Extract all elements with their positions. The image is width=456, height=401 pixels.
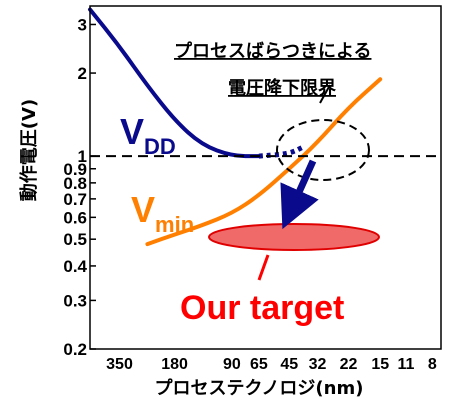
x-tick-label: 32 — [309, 356, 327, 373]
y-tick-label: 0.6 — [63, 208, 87, 227]
scaling-arrow — [280, 159, 319, 230]
y-tick-label: 0.5 — [63, 230, 87, 249]
series-line-1 — [258, 144, 305, 159]
target-leader — [257, 254, 270, 281]
variation-note-line2: 電圧降下限界 — [228, 77, 336, 99]
x-axis-title: プロセステクノロジ(nm) — [155, 377, 364, 399]
y-tick-label: 0.7 — [63, 190, 87, 209]
target-label: Our target — [180, 289, 344, 327]
y-axis-title: 動作電圧(V) — [18, 99, 40, 201]
plot-frame — [89, 5, 442, 350]
variation-note-line1: プロセスばらつきによる — [174, 40, 371, 62]
vdd-label: VDD — [120, 111, 176, 159]
x-tick-label: 8 — [428, 356, 437, 373]
series-line-0 — [88, 7, 261, 159]
y-tick-label: 0.8 — [63, 174, 87, 193]
y-tick-label: 1 — [78, 147, 87, 166]
y-tick-label: 0.3 — [63, 291, 87, 310]
y-tick-label: 0.4 — [63, 257, 87, 276]
x-tick-label: 11 — [397, 356, 414, 373]
x-tick-label: 180 — [161, 356, 188, 373]
y-tick-label: 0.9 — [63, 160, 87, 179]
x-tick-label: 65 — [250, 356, 268, 373]
y-tick-label: 0.2 — [63, 340, 87, 359]
x-tick-label: 45 — [280, 356, 298, 373]
variation-highlight-ellipse — [276, 119, 370, 181]
x-tick-label: 90 — [223, 356, 241, 373]
variation-note-leader — [319, 84, 331, 104]
x-tick-label: 350 — [106, 356, 133, 373]
y-tick-label: 3 — [78, 15, 87, 34]
plot-area — [88, 7, 383, 247]
series-line-2 — [145, 77, 383, 247]
x-tick-label: 15 — [371, 356, 389, 373]
x-tick-label: 22 — [340, 356, 358, 373]
target-ellipse — [208, 223, 380, 251]
vmin-label: Vmin — [131, 189, 194, 237]
y-tick-label: 2 — [78, 64, 87, 83]
